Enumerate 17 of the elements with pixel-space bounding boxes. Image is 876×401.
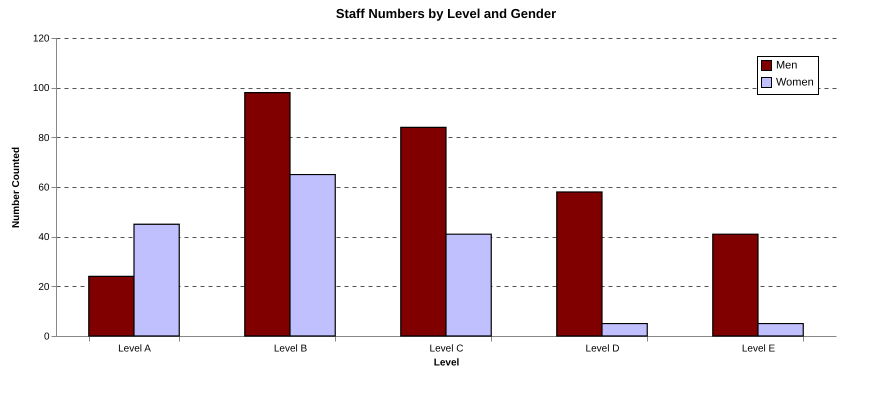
x-axis-title: Level <box>434 358 460 368</box>
y-tick-label: 0 <box>44 332 50 342</box>
y-tick-label: 80 <box>38 132 50 144</box>
y-tick-label: 120 <box>32 34 50 44</box>
x-tick-label: Level C <box>430 344 464 354</box>
x-tick-label: Level B <box>274 344 308 354</box>
legend-label: Men <box>776 60 798 72</box>
y-tick-label: 20 <box>38 282 50 293</box>
y-tick-label: 100 <box>32 83 50 94</box>
chart-title: Staff Numbers by Level and Gender <box>336 6 556 21</box>
x-tick-label: Level A <box>118 344 152 354</box>
legend-label: Women <box>776 76 814 88</box>
x-tick-label: Level D <box>586 344 620 354</box>
x-tick-label: Level E <box>742 344 776 354</box>
y-tick-label: 40 <box>38 232 50 244</box>
y-axis-title: Number Counted <box>10 146 22 228</box>
y-tick-label: 60 <box>38 182 50 194</box>
